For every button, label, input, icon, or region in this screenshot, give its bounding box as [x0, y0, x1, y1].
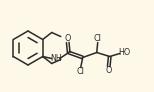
Text: Cl: Cl	[94, 34, 102, 43]
Text: HO: HO	[119, 48, 131, 57]
Text: O: O	[65, 34, 71, 43]
Text: O: O	[105, 66, 112, 75]
Text: NH: NH	[50, 54, 62, 63]
Text: Cl: Cl	[77, 67, 85, 76]
